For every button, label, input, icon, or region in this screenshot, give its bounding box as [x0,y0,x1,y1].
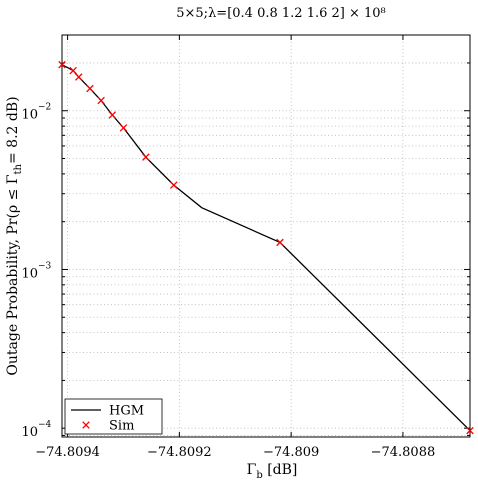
data-point-sim [142,153,150,161]
y-tick-label-base: 10 [21,108,38,123]
data-point-sim [86,84,94,93]
y-tick-label-exponent: −2 [38,103,51,113]
y-tick-label: 10 −2 [21,103,51,123]
data-point-sim [69,66,77,75]
legend-label-sim: Sim [109,419,134,434]
x-axis-label: Γb [dB] [247,462,298,481]
y-tick-label-base: 10 [21,266,38,281]
data-point-sim [466,426,474,435]
data-point-sim [119,124,128,132]
data-point-sim [108,111,117,119]
y-tick-label-base: 10 [21,425,38,440]
y-tick-label: 10 −4 [21,420,51,440]
x-tick-label: −74.8094 [35,445,100,460]
y-tick-label-exponent: −4 [38,420,52,430]
y-tick-label: 10 −3 [21,261,51,281]
data-point-sim [97,96,105,105]
x-tick-label: −74.809 [263,445,319,460]
data-point-sim [170,181,178,189]
legend-swatch-sim [82,421,90,429]
grid-lines [62,34,470,437]
y-axis-label: Outage Probability, Pr(ρ ≤ Γth= 8.2 dB) [5,96,24,375]
legend-label-hgm: HGM [109,404,144,419]
data-point-sim [276,238,284,247]
x-tick-label: −74.8092 [147,445,212,460]
series-layer [58,60,474,435]
data-point-sim [75,73,83,81]
x-tick-label: −74.8088 [371,445,436,460]
chart-title: 5×5;λ=[0.4 0.8 1.2 1.6 2] × 10⁸ [176,6,386,21]
data-point-sim [58,60,66,69]
y-tick-label-exponent: −3 [38,261,52,271]
legend-box [64,398,163,435]
plot-frame [61,34,471,438]
